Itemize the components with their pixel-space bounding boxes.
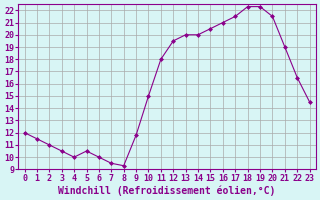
X-axis label: Windchill (Refroidissement éolien,°C): Windchill (Refroidissement éolien,°C) <box>58 185 276 196</box>
